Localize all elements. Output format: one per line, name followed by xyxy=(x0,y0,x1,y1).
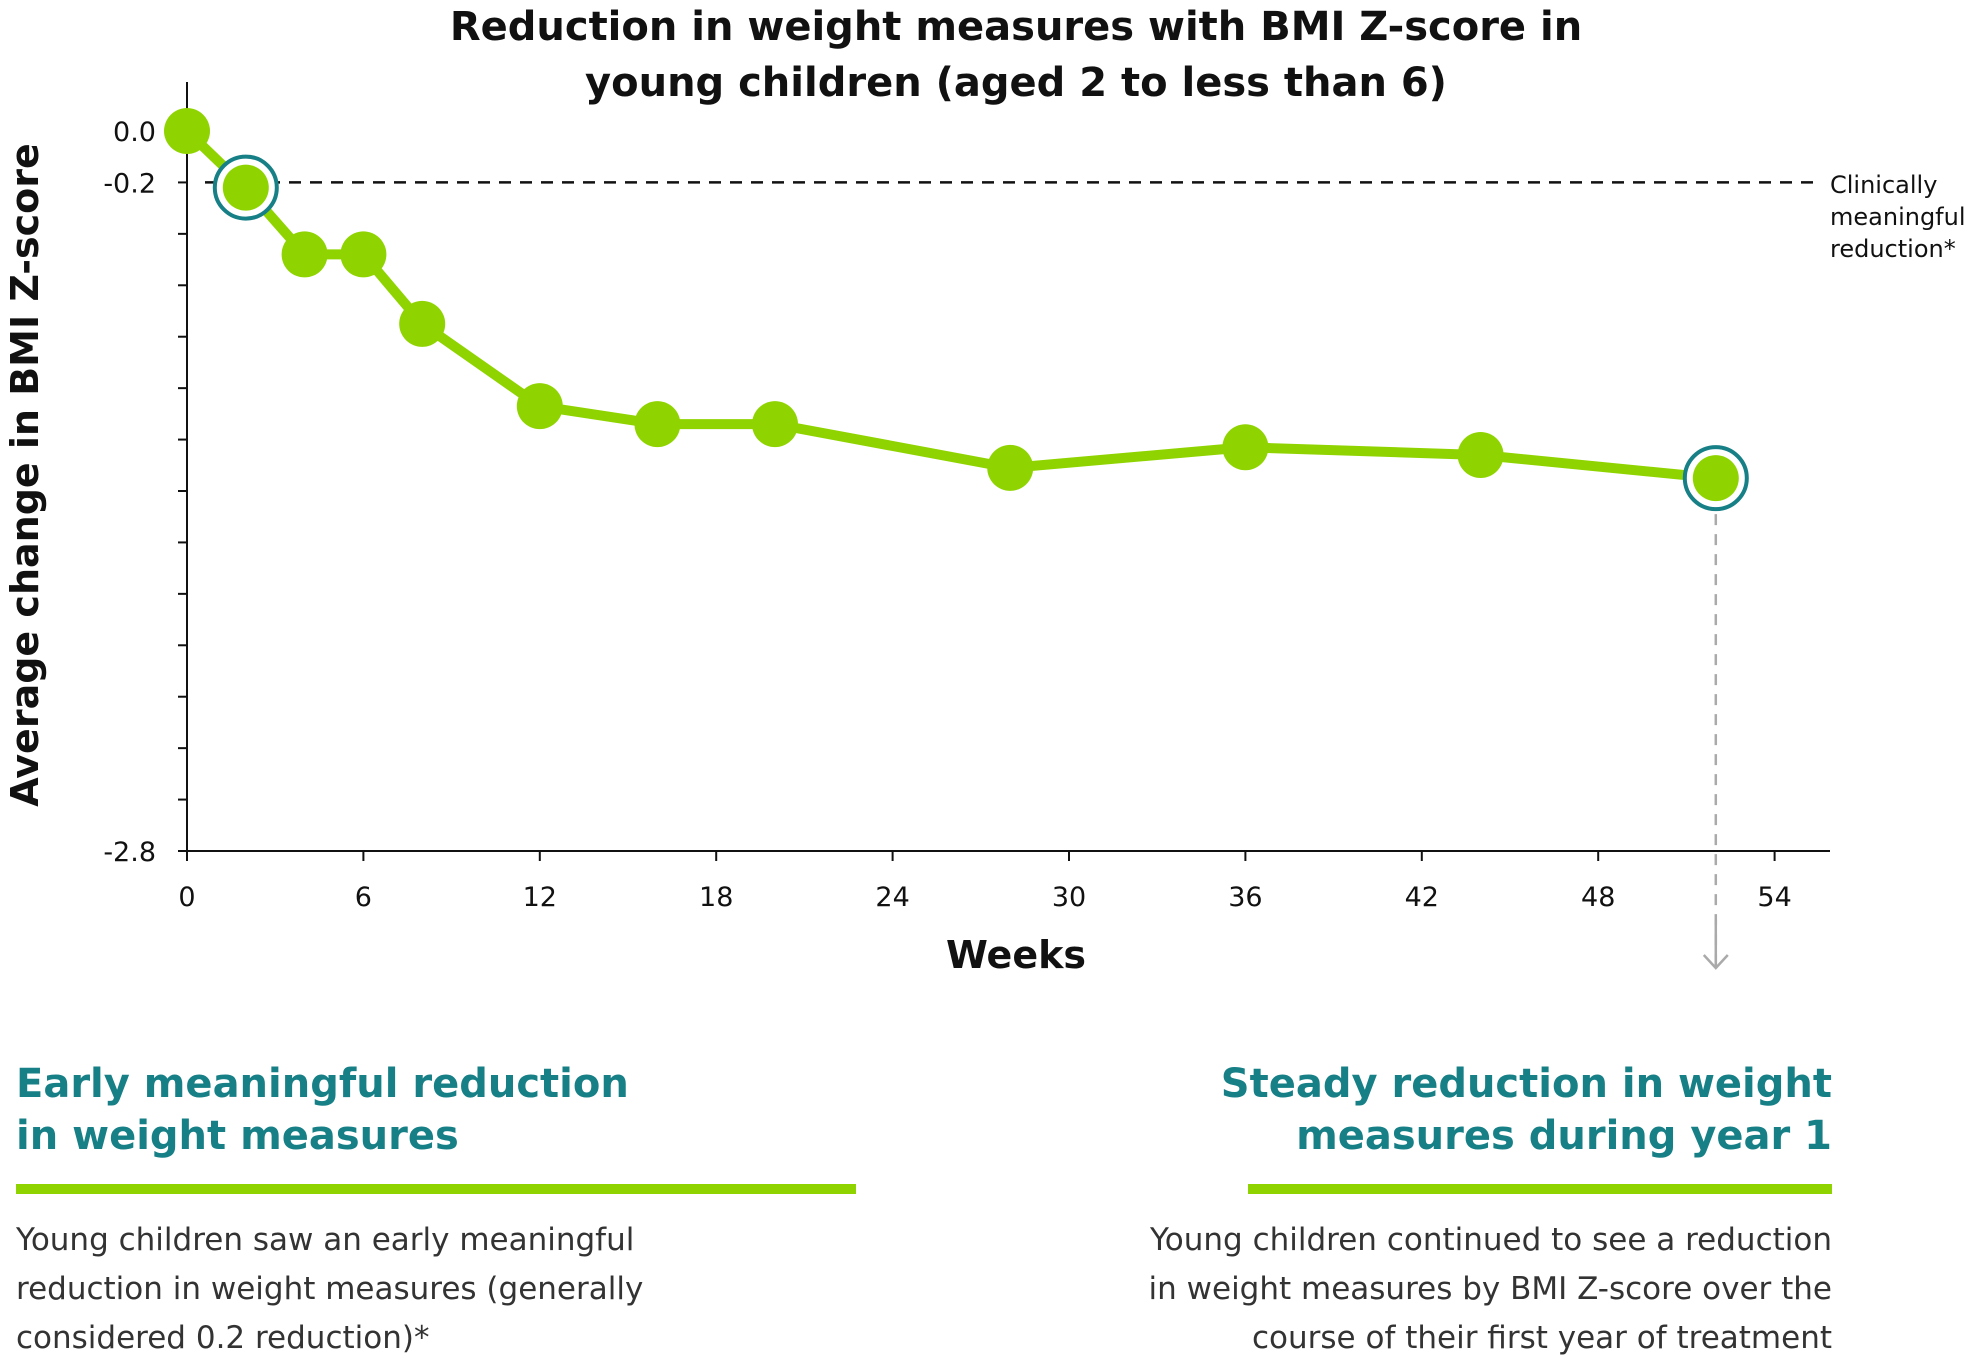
steady-body-line-3: course of their first year of treatment xyxy=(1252,1320,1832,1356)
y-tick-label: -2.8 xyxy=(103,837,156,868)
x-tick-label: 6 xyxy=(355,882,372,913)
x-tick-label: 18 xyxy=(699,882,733,913)
reference-line-group: Clinically meaningful reduction* xyxy=(205,171,1966,263)
data-point xyxy=(222,164,269,211)
early-heading-divider xyxy=(16,1184,856,1194)
y-tick-label: 0.0 xyxy=(113,117,156,148)
steady-reduction-panel: Steady reduction in weight measures duri… xyxy=(1060,1058,1832,1363)
early-reduction-body: Young children saw an early meaningful r… xyxy=(16,1216,856,1363)
data-point xyxy=(634,401,681,448)
data-point xyxy=(1222,424,1269,471)
early-body-line-2: reduction in weight measures (generally xyxy=(16,1271,644,1307)
x-tick-label: 30 xyxy=(1052,882,1086,913)
steady-reduction-heading: Steady reduction in weight measures duri… xyxy=(1060,1058,1832,1162)
chart-title: Reduction in weight measures with BMI Z-… xyxy=(450,4,1582,106)
x-tick-label: 48 xyxy=(1581,882,1615,913)
reference-label-line-2: meaningful xyxy=(1830,203,1966,231)
x-tick-label: 42 xyxy=(1405,882,1439,913)
early-body-line-3: considered 0.2 reduction)* xyxy=(16,1320,430,1356)
y-axis-label: Average change in BMI Z-score xyxy=(3,143,47,807)
data-point xyxy=(1457,432,1504,478)
series-layer xyxy=(164,108,1749,512)
x-axis: 0 6 12 18 24 30 36 42 48 54 xyxy=(178,850,1830,913)
chart: Reduction in weight measures with BMI Z-… xyxy=(3,4,1966,977)
early-reduction-panel: Early meaningful reduction in weight mea… xyxy=(16,1058,856,1363)
chart-title-line-2: young children (aged 2 to less than 6) xyxy=(585,60,1447,106)
steady-reduction-body: Young children continued to see a reduct… xyxy=(1060,1216,1832,1363)
early-heading-line-2: in weight measures xyxy=(16,1113,459,1159)
data-point xyxy=(516,383,563,430)
steady-body-line-1: Young children continued to see a reduct… xyxy=(1149,1222,1832,1258)
data-point xyxy=(1692,455,1739,502)
x-tick-label: 0 xyxy=(178,882,195,913)
early-heading-line-1: Early meaningful reduction xyxy=(16,1061,629,1107)
y-axis: 0.0 -0.2 -2.8 xyxy=(103,82,188,868)
steady-heading-line-1: Steady reduction in weight xyxy=(1220,1061,1832,1107)
reference-label-line-3: reduction* xyxy=(1830,235,1956,263)
steady-body-line-2: in weight measures by BMI Z-score over t… xyxy=(1148,1271,1832,1307)
down-arrow-icon xyxy=(1702,920,1729,970)
early-body-line-1: Young children saw an early meaningful xyxy=(16,1222,635,1258)
reference-label-line-1: Clinically xyxy=(1830,171,1937,199)
x-tick-label: 12 xyxy=(523,882,557,913)
data-point xyxy=(752,401,798,448)
x-tick-label: 24 xyxy=(875,882,909,913)
data-point xyxy=(164,108,210,154)
data-point xyxy=(399,300,446,347)
early-reduction-heading: Early meaningful reduction in weight mea… xyxy=(16,1058,856,1162)
data-point xyxy=(987,444,1034,491)
steady-heading-divider xyxy=(1248,1184,1832,1194)
data-point xyxy=(281,231,328,278)
drop-line-group xyxy=(1702,514,1729,970)
x-tick-label: 36 xyxy=(1228,882,1262,913)
steady-heading-line-2: measures during year 1 xyxy=(1296,1113,1832,1159)
x-axis-label: Weeks xyxy=(946,933,1086,977)
data-point xyxy=(340,231,387,278)
chart-title-line-1: Reduction in weight measures with BMI Z-… xyxy=(450,4,1582,50)
y-tick-label: -0.2 xyxy=(103,168,156,199)
x-tick-label: 54 xyxy=(1757,882,1791,913)
